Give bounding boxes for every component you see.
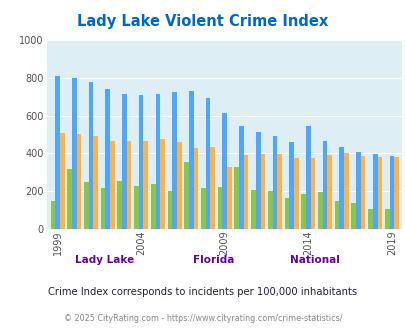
Bar — [134, 186, 139, 229]
Bar — [393, 157, 398, 229]
Bar — [334, 201, 339, 229]
Bar — [117, 182, 122, 229]
Bar — [193, 148, 198, 229]
Bar — [260, 154, 264, 229]
Bar — [160, 139, 164, 229]
Bar — [360, 156, 364, 229]
Bar — [267, 191, 272, 229]
Bar — [177, 142, 181, 229]
Text: Lady Lake: Lady Lake — [75, 255, 134, 265]
Bar — [288, 142, 293, 229]
Bar — [226, 167, 231, 229]
Bar — [355, 152, 360, 229]
Bar — [50, 201, 55, 229]
Bar — [67, 169, 72, 229]
Bar — [155, 94, 160, 229]
Bar — [100, 187, 105, 229]
Bar — [372, 154, 377, 229]
Bar — [77, 134, 81, 229]
Bar — [301, 194, 305, 229]
Text: Florida: Florida — [192, 255, 234, 265]
Bar — [84, 182, 88, 229]
Bar — [377, 157, 381, 229]
Bar — [277, 154, 281, 229]
Bar — [126, 142, 131, 229]
Text: National: National — [290, 255, 339, 265]
Bar — [239, 126, 243, 229]
Bar — [351, 203, 355, 229]
Bar — [122, 94, 126, 229]
Bar — [188, 91, 193, 229]
Bar — [243, 155, 248, 229]
Bar — [339, 147, 343, 229]
Bar — [317, 192, 322, 229]
Bar — [93, 136, 98, 229]
Bar — [105, 89, 110, 229]
Bar — [326, 154, 331, 229]
Bar — [60, 133, 64, 229]
Bar — [143, 141, 148, 229]
Bar — [200, 187, 205, 229]
Bar — [284, 198, 288, 229]
Bar — [210, 147, 215, 229]
Bar — [234, 167, 239, 229]
Bar — [272, 136, 277, 229]
Bar — [205, 98, 210, 229]
Bar — [305, 125, 310, 229]
Bar — [343, 153, 348, 229]
Bar — [151, 184, 155, 229]
Bar — [293, 158, 298, 229]
Bar — [72, 78, 77, 229]
Bar — [389, 156, 393, 229]
Bar — [55, 76, 60, 229]
Text: Crime Index corresponds to incidents per 100,000 inhabitants: Crime Index corresponds to incidents per… — [48, 287, 357, 297]
Bar — [251, 190, 255, 229]
Bar — [255, 132, 260, 229]
Bar — [172, 92, 177, 229]
Bar — [88, 82, 93, 229]
Bar — [310, 158, 315, 229]
Bar — [384, 209, 389, 229]
Text: Lady Lake Violent Crime Index: Lady Lake Violent Crime Index — [77, 14, 328, 29]
Bar — [217, 187, 222, 229]
Text: © 2025 CityRating.com - https://www.cityrating.com/crime-statistics/: © 2025 CityRating.com - https://www.city… — [64, 314, 341, 323]
Bar — [222, 113, 226, 229]
Bar — [367, 209, 372, 229]
Bar — [322, 141, 326, 229]
Bar — [110, 141, 115, 229]
Bar — [184, 162, 188, 229]
Bar — [167, 191, 172, 229]
Bar — [139, 95, 143, 229]
